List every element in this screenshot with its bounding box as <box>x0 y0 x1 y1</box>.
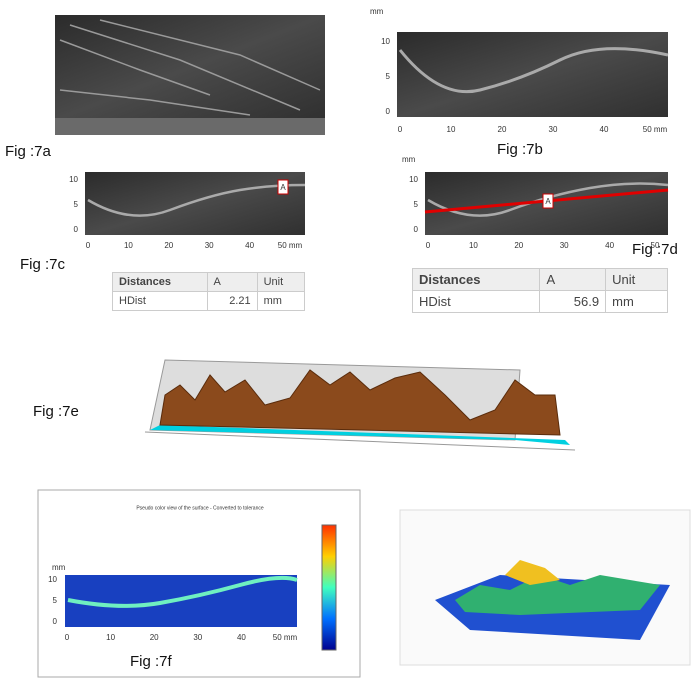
header-cell: A <box>539 268 607 291</box>
cell: mm <box>256 291 306 311</box>
x-tick-label: 40 <box>245 241 254 250</box>
cell: 2.21 <box>206 291 258 311</box>
x-tick-label: 20 <box>498 125 507 134</box>
x-tick-label: 0 <box>398 125 403 134</box>
marker-box <box>542 193 554 209</box>
x-tick-label: 30 <box>193 633 202 642</box>
fig-label: Fig :7d <box>632 241 678 258</box>
y-tick-label: 0 <box>386 107 391 116</box>
fibre <box>67 575 298 608</box>
header-cell: Distances <box>112 272 208 292</box>
color-bar <box>321 524 337 651</box>
header-cell: Unit <box>605 268 668 291</box>
x-tick-label: 30 <box>560 241 569 250</box>
fibre <box>398 47 669 94</box>
x-tick-label: 20 <box>514 241 523 250</box>
x-tick-label: 0 <box>86 241 91 250</box>
y-tick-label: 0 <box>74 225 79 234</box>
x-tick-label: 10 <box>106 633 115 642</box>
marker: A <box>545 197 551 206</box>
cell: HDist <box>411 290 541 313</box>
surface-peak <box>505 560 560 585</box>
x-tick-label: 10 <box>447 125 456 134</box>
sem-image <box>85 172 305 235</box>
fig-label: Fig :7a <box>5 143 52 160</box>
x-tick-label: 40 <box>600 125 609 134</box>
y-tick-label: 5 <box>74 200 79 209</box>
unit-label: mm <box>370 7 384 16</box>
marker-box <box>277 179 289 195</box>
x-tick-label: 30 <box>549 125 558 134</box>
distance-table: Distances A Unit HDist 2.21 mm <box>112 272 306 311</box>
y-tick-label: 5 <box>414 200 419 209</box>
header-cell: Unit <box>256 272 306 292</box>
sem-image <box>55 15 325 120</box>
x-tick-label: 50 <box>651 241 660 250</box>
y-tick-label: 10 <box>409 175 418 184</box>
axis-line <box>144 431 576 451</box>
fig-label: Fig :7f <box>130 653 173 670</box>
y-tick-label: 5 <box>53 596 58 605</box>
x-tick-label: 50 mm <box>278 241 303 250</box>
header-cell: A <box>206 272 258 292</box>
y-tick-label: 0 <box>414 225 419 234</box>
surface-peaks <box>159 369 561 436</box>
x-tick-label: 20 <box>164 241 173 250</box>
x-tick-label: 0 <box>65 633 70 642</box>
sem-strip <box>55 118 325 135</box>
fibres <box>59 19 321 116</box>
header-cell: Distances <box>411 268 541 291</box>
distance-table: Distances A Unit HDist 56.9 mm <box>411 268 668 313</box>
fig-label: Fig :7c <box>20 256 66 273</box>
x-tick-label: 40 <box>237 633 246 642</box>
cell: HDist <box>112 291 208 311</box>
cell: 56.9 <box>539 290 607 313</box>
x-tick-label: 0 <box>426 241 431 250</box>
y-tick-label: 10 <box>381 37 390 46</box>
marker: A <box>280 183 286 192</box>
x-tick-label: 10 <box>124 241 133 250</box>
fig-label: Fig :7b <box>497 141 543 158</box>
x-tick-label: 20 <box>150 633 159 642</box>
y-tick-label: 5 <box>386 72 391 81</box>
x-tick-label: 40 <box>605 241 614 250</box>
unit-label: mm <box>402 155 416 164</box>
unit-label: mm <box>52 563 66 572</box>
y-tick-label: 0 <box>53 617 58 626</box>
x-tick-label: 30 <box>205 241 214 250</box>
x-tick-label: 50 mm <box>273 633 298 642</box>
panel-title: Pseudo color view of the surface - Conve… <box>136 505 264 511</box>
y-tick-label: 10 <box>69 175 78 184</box>
y-tick-label: 10 <box>48 575 57 584</box>
cell: mm <box>605 290 668 313</box>
fibre <box>87 183 306 217</box>
sem-image <box>397 32 668 117</box>
base-surface <box>150 425 570 445</box>
x-tick-label: 10 <box>469 241 478 250</box>
surface-ridge <box>455 575 660 615</box>
x-tick-label: 50 mm <box>643 125 668 134</box>
fig-label: Fig :7e <box>33 403 79 420</box>
